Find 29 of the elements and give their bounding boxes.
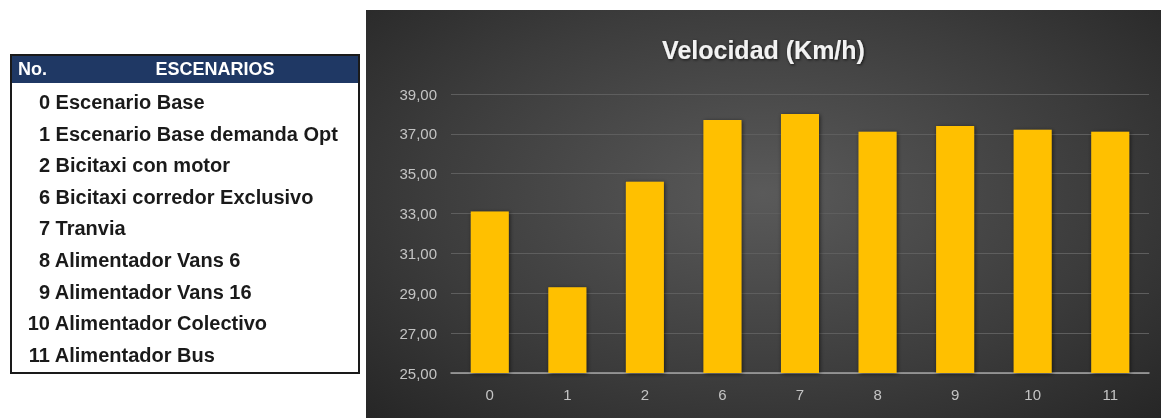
x-tick-label: 10 [1024, 386, 1042, 403]
text: 7 Tranvia [38, 217, 126, 240]
x-tick-label: 2 [640, 386, 650, 403]
x-tick-label: 7 [795, 386, 805, 403]
x-tick-label: 9 [950, 386, 960, 403]
x-tick-label: 1 [563, 386, 572, 403]
y-tick-label: 37,00 [399, 125, 437, 143]
text: 0 Escenario Base [38, 91, 205, 113]
x-tick-label: 8 [873, 386, 882, 403]
y-tick-label: 35,00 [399, 165, 437, 183]
chart-title: Velocidad (Km/h) [662, 35, 865, 64]
y-tick-label: 25,00 [399, 364, 437, 382]
text: 8 Alimentador Vans 6 [38, 248, 241, 271]
text: 1 Escenario Base demanda Opt [38, 122, 338, 145]
text: 6 Bicitaxi corredor Exclusivo [38, 185, 314, 208]
text: No. [18, 58, 47, 81]
y-tick-label: 31,00 [399, 244, 437, 262]
y-tick-label: 33,00 [399, 205, 437, 223]
text: 10 Alimentador Colectivo [27, 312, 268, 335]
x-tick-label: 6 [718, 386, 727, 403]
x-tick-label: 0 [485, 386, 494, 403]
x-tick-label: 11 [1102, 386, 1119, 403]
y-tick-label: 29,00 [399, 284, 437, 302]
y-tick-label: 39,00 [399, 85, 437, 103]
text: 11 Alimentador Bus [28, 343, 215, 366]
text: ESCENARIOS [155, 59, 275, 79]
text: 2 Bicitaxi con motor [38, 154, 231, 177]
y-tick-label: 27,00 [399, 324, 437, 342]
text: 9 Alimentador Vans 16 [38, 280, 252, 303]
